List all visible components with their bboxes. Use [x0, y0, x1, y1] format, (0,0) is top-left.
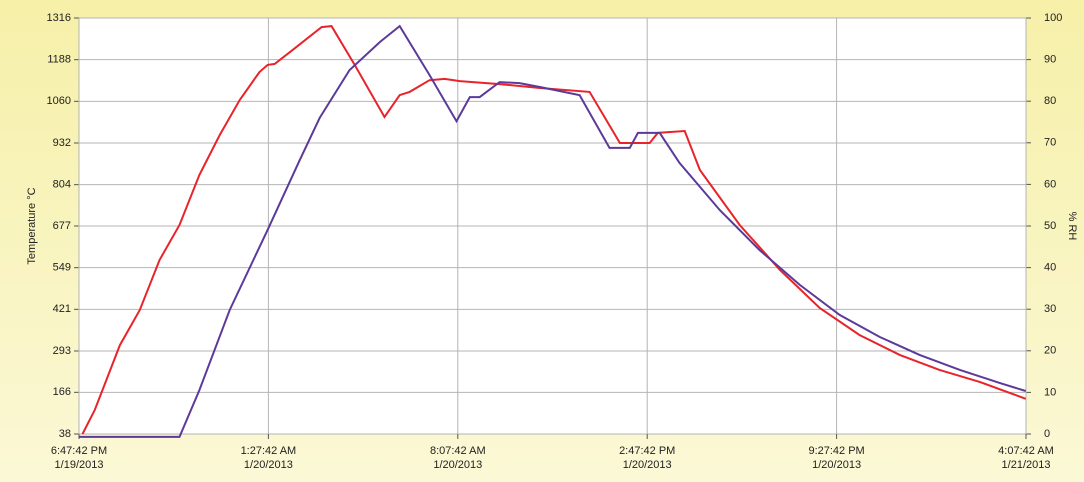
y2-tick-label: 70: [1044, 137, 1056, 149]
y-tick-label: 166: [53, 386, 71, 398]
y2-tick-label: 10: [1044, 386, 1056, 398]
y-tick-label: 932: [53, 137, 71, 149]
x-tick-label: 8:07:42 AM: [430, 445, 486, 457]
y2-tick-label: 20: [1044, 345, 1056, 357]
y2-tick-label: 100: [1044, 12, 1062, 24]
x-tick-label: 9:27:42 PM: [808, 445, 864, 457]
y2-tick-label: 80: [1044, 95, 1056, 107]
y2-tick-label: 90: [1044, 54, 1056, 66]
y-tick-label: 421: [53, 303, 71, 315]
series-line: [78, 24, 1026, 438]
x-tick-label: 1/20/2013: [812, 459, 861, 471]
y2-tick-label: 40: [1044, 262, 1056, 274]
y2-tick-label: 0: [1044, 428, 1050, 440]
y-tick-label: 38: [59, 428, 71, 440]
x-tick-label: 1/20/2013: [244, 459, 293, 471]
y-tick-label: 549: [53, 262, 71, 274]
y2-tick-label: 60: [1044, 178, 1056, 190]
x-tick-label: 2:47:42 PM: [619, 445, 675, 457]
y2-tick-label: 50: [1044, 220, 1056, 232]
y-tick-label: 1188: [47, 54, 71, 66]
y-axis-label: Temperature °C: [26, 187, 38, 264]
y2-axis-label: % RH: [1066, 212, 1078, 241]
x-tick-label: 1:27:42 AM: [241, 445, 297, 457]
y2-tick-label: 30: [1044, 303, 1056, 315]
x-tick-label: 1/20/2013: [623, 459, 672, 471]
x-tick-label: 6:47:42 PM: [51, 445, 107, 457]
y-tick-label: 293: [53, 345, 71, 357]
y-tick-label: 677: [53, 220, 71, 232]
x-tick-label: 4:07:42 AM: [998, 445, 1054, 457]
x-tick-label: 1/19/2013: [55, 459, 104, 471]
x-tick-label: 1/20/2013: [433, 459, 482, 471]
y-tick-label: 804: [53, 179, 71, 191]
y-tick-label: 1060: [47, 95, 71, 107]
x-tick-label: 1/21/2013: [1002, 459, 1051, 471]
y-tick-label: 1316: [47, 12, 71, 24]
